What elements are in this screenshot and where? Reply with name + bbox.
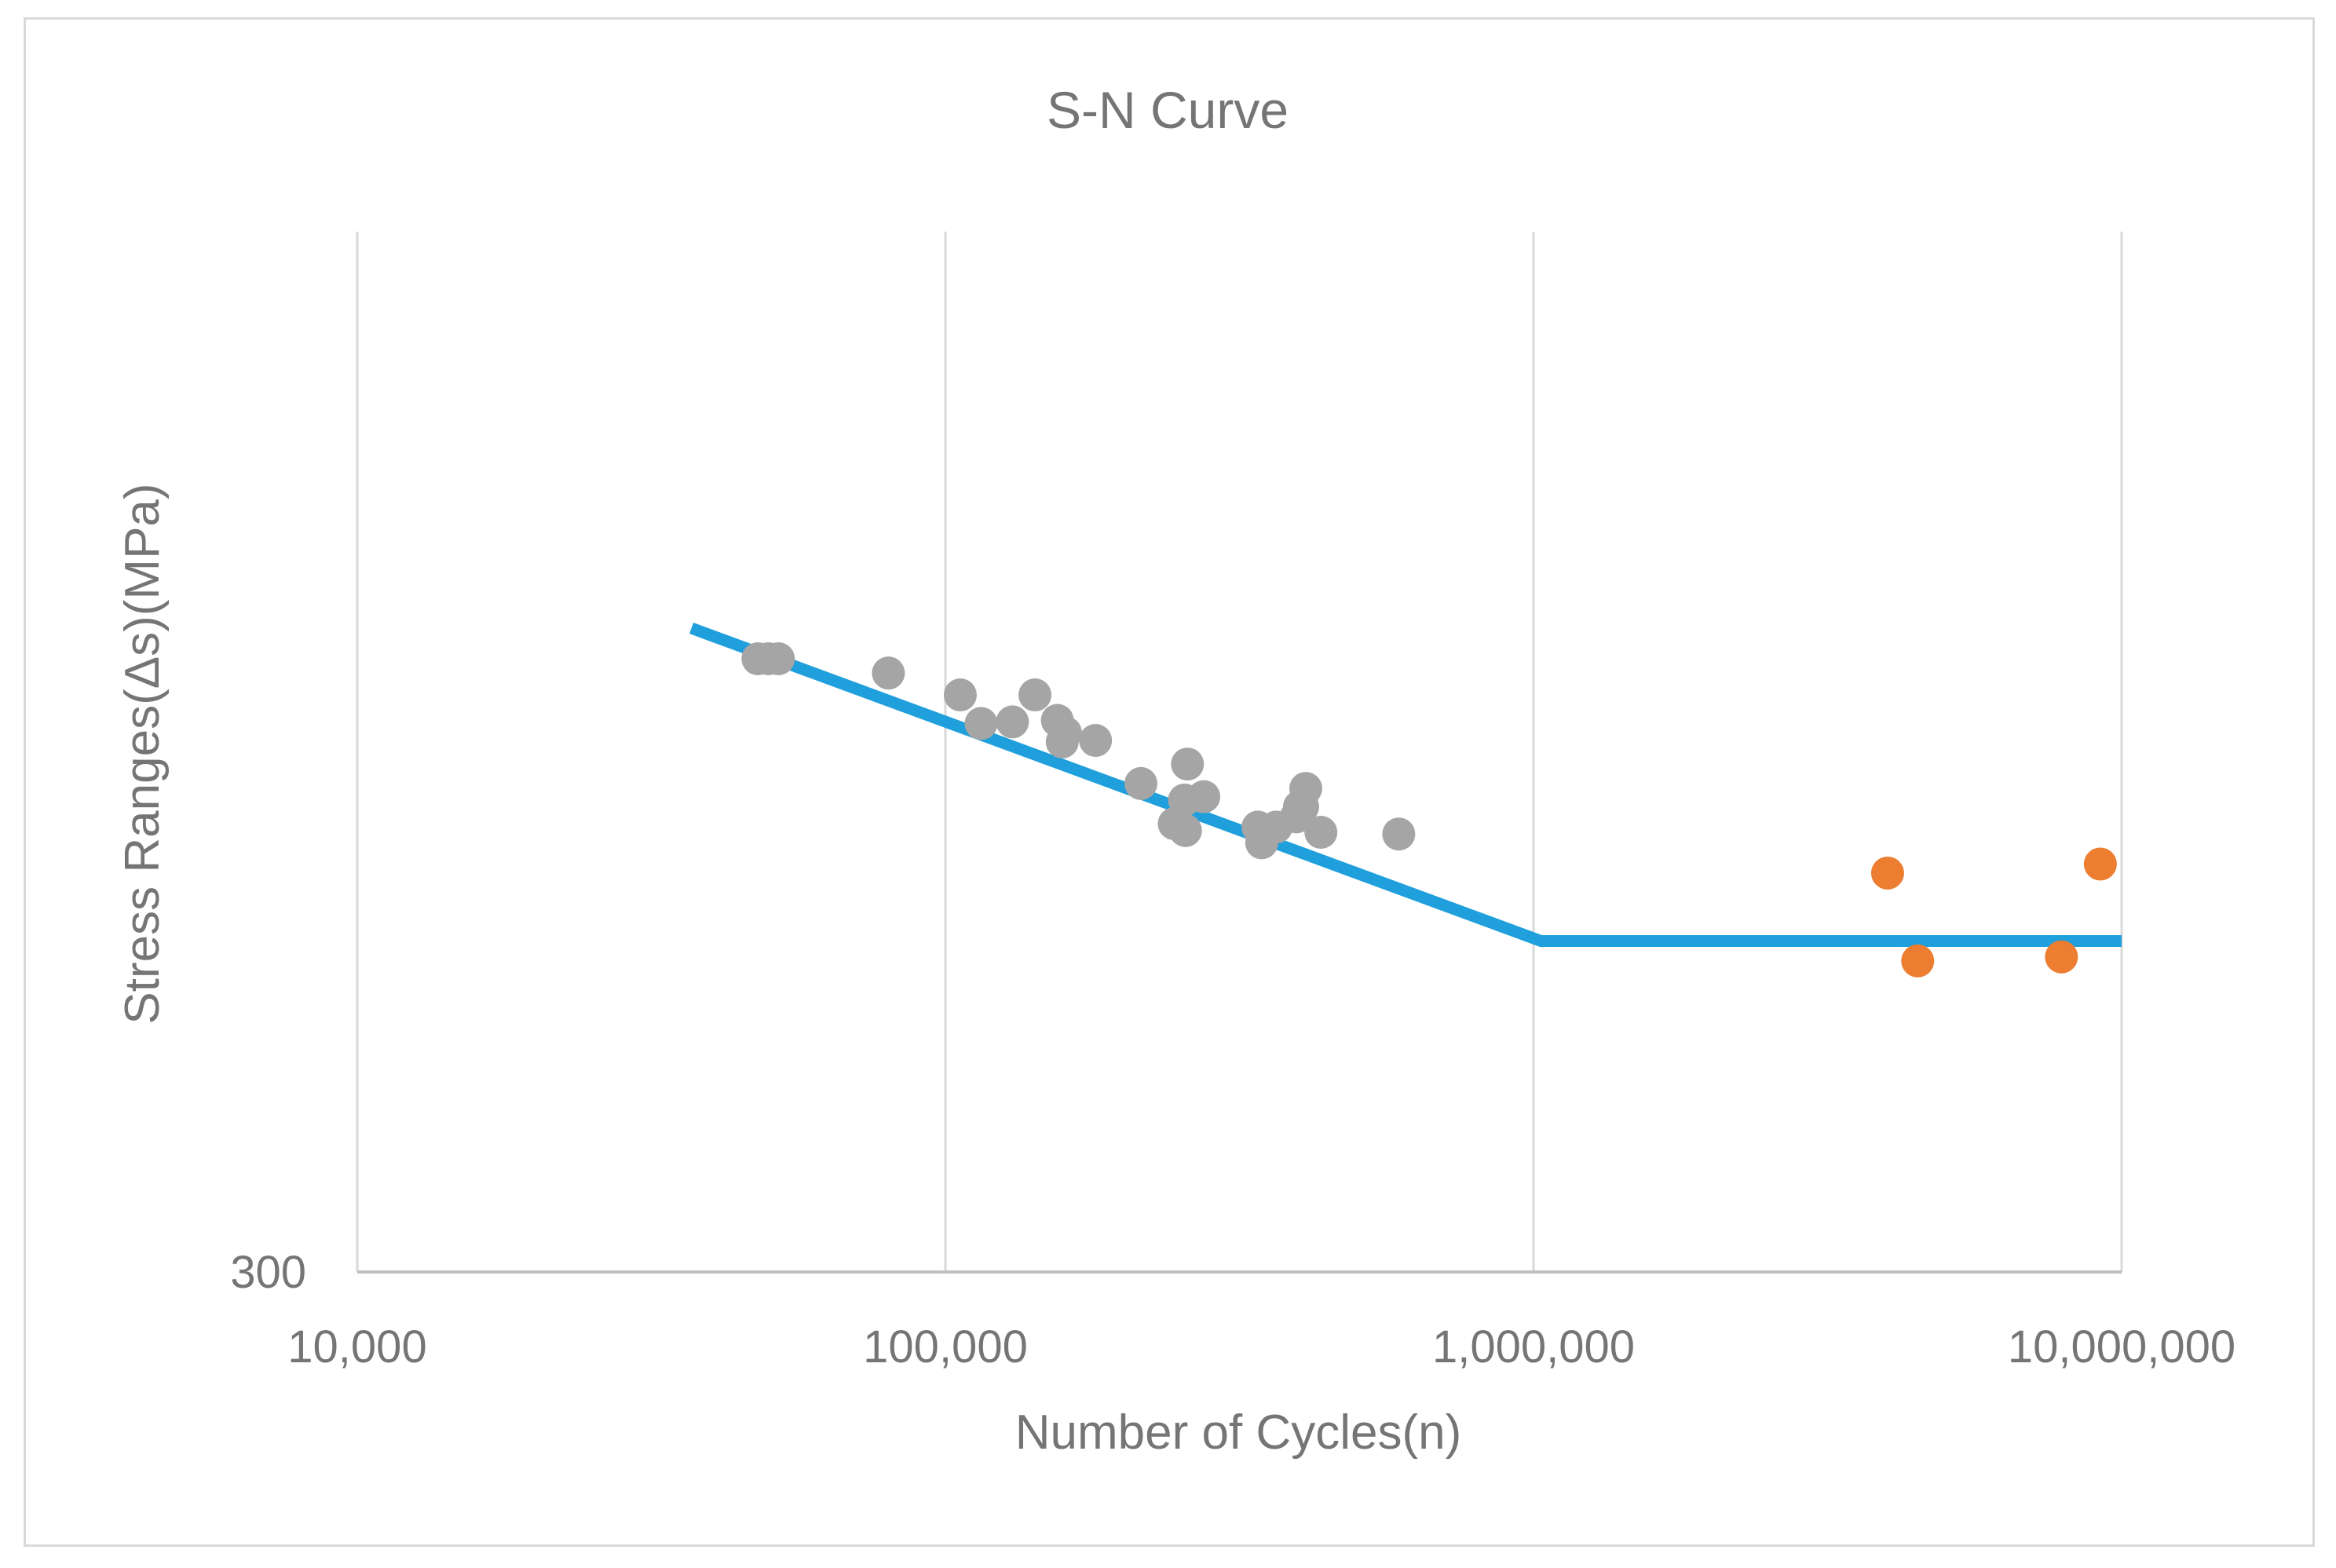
failed-specimen-point <box>1079 723 1113 757</box>
failed-specimen-point <box>943 678 977 712</box>
failed-specimen-point <box>1187 780 1221 813</box>
failed-specimen-point <box>1382 817 1416 851</box>
gridlines <box>356 232 2123 1272</box>
failed-specimen-point <box>872 656 905 690</box>
failed-specimen-point <box>1304 816 1338 850</box>
failed-specimen-point <box>964 707 998 740</box>
runout-specimen-point <box>2045 940 2078 974</box>
runout-specimen-point <box>1870 856 1904 890</box>
failed-specimen-point <box>1289 772 1322 806</box>
x-tick-label: 10,000,000 <box>2008 1321 2235 1372</box>
runout-specimen-point <box>1901 944 1935 978</box>
y-axis-label: Stress Ranges(Δs)(MPa) <box>115 483 170 1024</box>
failed-specimen-point <box>1171 747 1205 781</box>
x-tick-label: 10,000 <box>287 1321 426 1372</box>
chart-frame <box>24 17 2315 1547</box>
x-tick-label: 1,000,000 <box>1432 1321 1635 1372</box>
x-axis-label: Number of Cycles(n) <box>1015 1405 1461 1460</box>
data-series <box>689 622 2122 978</box>
failed-specimen-point <box>1124 766 1157 800</box>
sn-design-curve-line <box>689 622 2122 947</box>
failed-specimen-point <box>1048 716 1082 750</box>
failed-specimen-point <box>762 641 795 675</box>
chart-title: S-N Curve <box>1047 81 1289 139</box>
failed-specimen-point <box>1018 678 1052 712</box>
y-tick-label: 300 <box>230 1247 306 1298</box>
failed-specimen-point <box>1168 813 1202 847</box>
tick-labels: 10,000 100,000 1,000,000 10,000,000 300 <box>230 1247 2235 1372</box>
failed-specimen-point <box>996 705 1029 739</box>
runout-specimen-point <box>2083 847 2117 881</box>
x-tick-label: 100,000 <box>863 1321 1028 1372</box>
